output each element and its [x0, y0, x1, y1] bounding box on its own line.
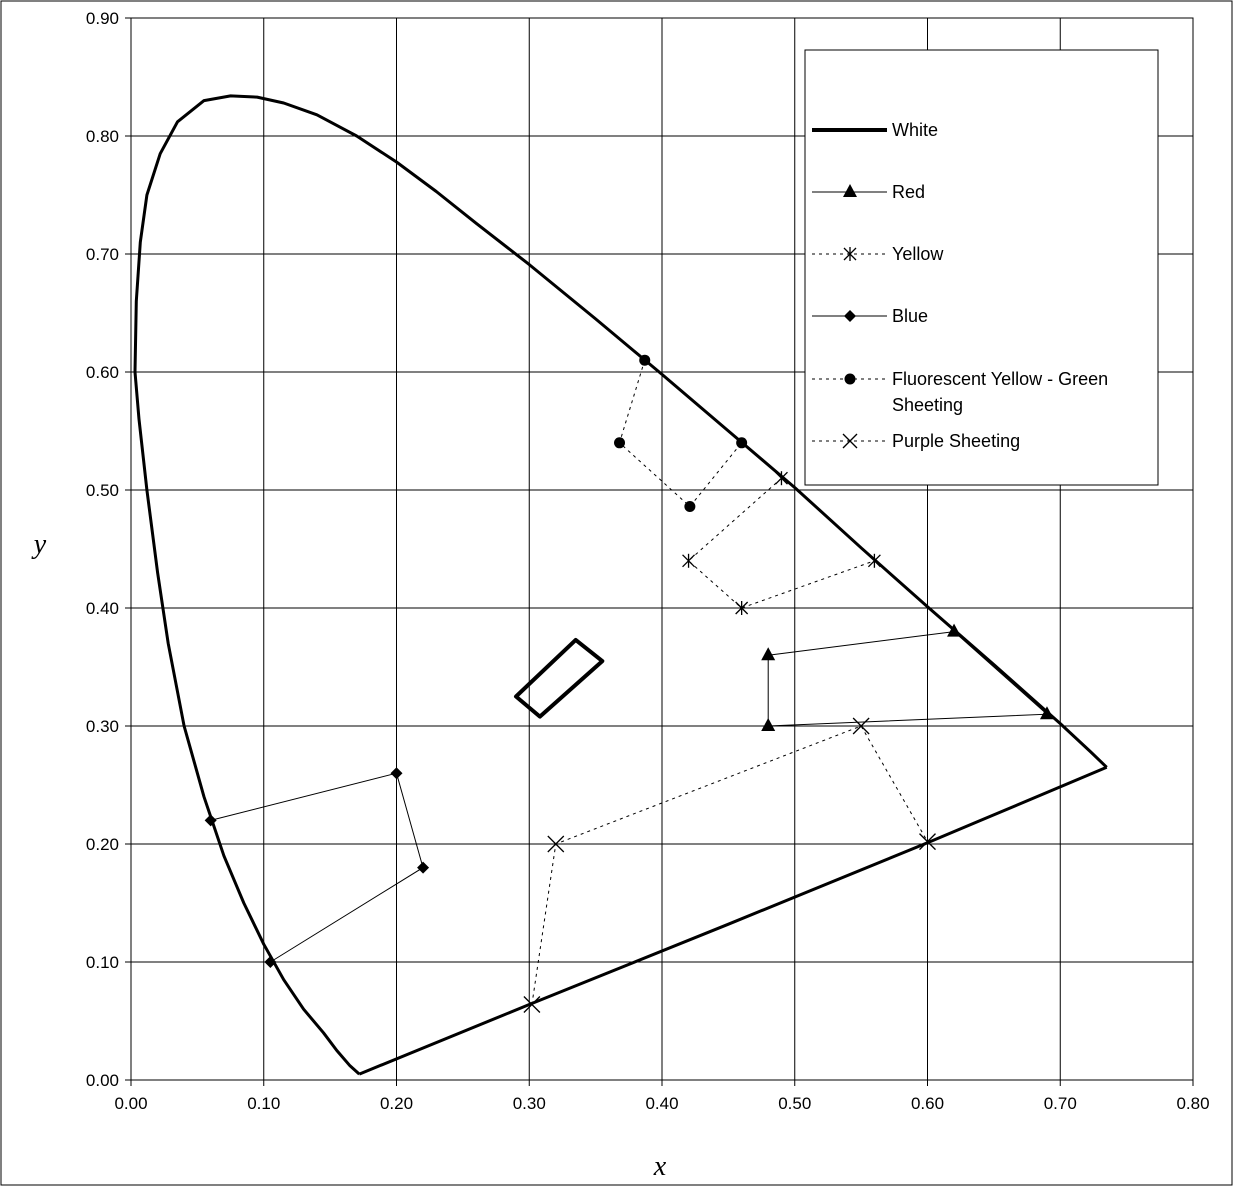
- x-tick-label: 0.50: [778, 1094, 811, 1113]
- legend-item-fluorescent: Fluorescent Yellow - Green Sheeting: [812, 369, 1108, 415]
- legend-item-red: Red: [812, 182, 925, 202]
- y-tick-label: 0.90: [86, 9, 119, 28]
- series-blue: [204, 767, 430, 968]
- y-tick-label: 0.10: [86, 953, 119, 972]
- series-red: [761, 623, 1054, 731]
- asterisk-marker: [775, 471, 788, 486]
- x-tick-label: 0.80: [1176, 1094, 1209, 1113]
- triangle-marker: [1039, 706, 1054, 720]
- series-yellow: [682, 471, 881, 615]
- diamond-marker: [204, 814, 217, 827]
- x-marker: [852, 717, 870, 735]
- tick-labels: 0.00 0.10 0.20 0.30 0.40 0.50 0.60 0.70 0.80 0.00…: [86, 9, 1210, 1113]
- y-tick-label: 0.70: [86, 245, 119, 264]
- diamond-marker: [264, 956, 277, 968]
- x-tick-label: 0.60: [911, 1094, 944, 1113]
- grid: [125, 17, 1194, 1086]
- y-axis-title: y: [31, 529, 47, 560]
- legend-item-blue: Blue: [812, 306, 928, 326]
- legend-item-purple: Purple Sheeting: [812, 431, 1020, 451]
- y-tick-label: 0.00: [86, 1071, 119, 1090]
- white-region-box: [514, 637, 605, 719]
- legend-marker-x: [842, 433, 858, 449]
- diamond-marker: [390, 767, 403, 780]
- circle-marker: [614, 437, 626, 449]
- legend-label-fluorescent-line2: Sheeting: [892, 395, 963, 415]
- legend-label-fluorescent-line1: Fluorescent Yellow - Green: [892, 369, 1108, 389]
- circle-marker: [684, 501, 696, 513]
- x-tick-label: 0.00: [114, 1094, 147, 1113]
- legend: White Red Yellow Blue Fluorescent Yellow…: [804, 49, 1159, 486]
- legend-label-red: Red: [892, 182, 925, 202]
- circle-marker: [736, 437, 748, 449]
- legend-marker-triangle: [843, 184, 857, 197]
- legend-marker-circle: [844, 373, 856, 385]
- y-tick-label: 0.80: [86, 127, 119, 146]
- asterisk-marker: [867, 553, 881, 568]
- asterisk-marker: [735, 601, 749, 615]
- y-tick-label: 0.20: [86, 835, 119, 854]
- y-tick-label: 0.30: [86, 717, 119, 736]
- circle-marker: [639, 354, 651, 366]
- legend-item-yellow: Yellow: [812, 244, 944, 264]
- triangle-marker: [761, 718, 776, 731]
- x-tick-label: 0.20: [380, 1094, 413, 1113]
- x-tick-label: 0.10: [247, 1094, 280, 1113]
- y-tick-label: 0.40: [86, 599, 119, 618]
- series-line-blue: [210, 772, 424, 963]
- legend-box: [804, 49, 1159, 486]
- legend-label-purple: Purple Sheeting: [892, 431, 1020, 451]
- triangle-marker: [947, 623, 962, 637]
- series-purple-sheeting: [523, 717, 936, 1013]
- x-axis-title: x: [653, 1151, 667, 1182]
- curves: [133, 94, 1108, 1076]
- legend-label-blue: Blue: [892, 306, 928, 326]
- y-tick-label: 0.60: [86, 363, 119, 382]
- legend-label-yellow: Yellow: [892, 244, 944, 264]
- spectral-locus-curve: [133, 94, 1108, 1076]
- triangle-marker: [761, 647, 776, 661]
- asterisk-marker: [682, 553, 696, 568]
- x-marker: [547, 835, 565, 853]
- data-series: [204, 354, 1054, 1013]
- legend-marker-asterisk: [843, 247, 857, 261]
- legend-item-white: White: [812, 120, 938, 140]
- series-fluorescent-yellow-green-sheeting: [614, 354, 748, 513]
- legend-marker-diamond: [844, 310, 856, 322]
- legend-label-white: White: [892, 120, 938, 140]
- y-tick-label: 0.50: [86, 481, 119, 500]
- x-tick-label: 0.70: [1044, 1094, 1077, 1113]
- x-marker: [919, 833, 936, 851]
- purple-boundary-line: [358, 765, 1108, 1076]
- series-line-fluorescent-yellow-green-sheeting: [618, 360, 742, 508]
- x-marker: [523, 996, 541, 1013]
- diamond-marker: [417, 861, 430, 874]
- x-tick-label: 0.30: [513, 1094, 546, 1113]
- x-tick-label: 0.40: [645, 1094, 678, 1113]
